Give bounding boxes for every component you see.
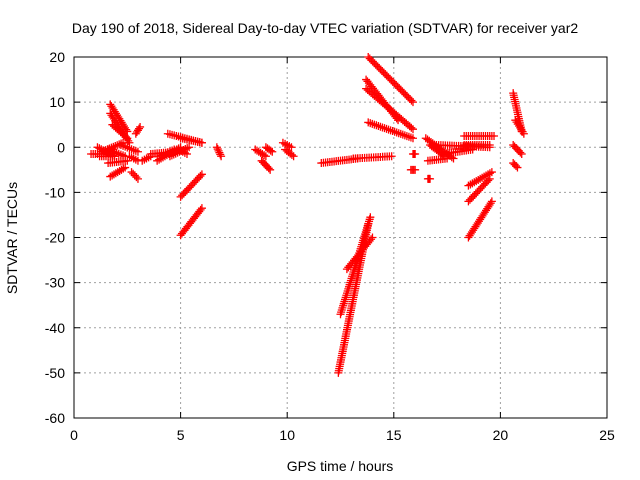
data-point bbox=[133, 147, 142, 156]
data-point bbox=[217, 152, 226, 161]
data-point bbox=[367, 235, 376, 244]
x-tick-label: 20 bbox=[493, 427, 509, 443]
data-point bbox=[123, 134, 132, 143]
data-point bbox=[368, 233, 377, 242]
data-point bbox=[264, 164, 273, 173]
data-point bbox=[261, 152, 270, 161]
y-tick-label: -10 bbox=[45, 184, 65, 200]
data-point bbox=[512, 162, 521, 171]
data-point bbox=[519, 129, 528, 138]
data-point bbox=[268, 147, 277, 156]
data-point bbox=[490, 131, 499, 140]
data-point bbox=[484, 176, 493, 185]
y-tick-label: 10 bbox=[49, 94, 65, 110]
data-point bbox=[197, 138, 206, 147]
data-point bbox=[289, 152, 298, 161]
data-point bbox=[119, 164, 128, 173]
y-tick-label: -30 bbox=[45, 275, 65, 291]
data-point bbox=[287, 150, 296, 159]
data-point bbox=[487, 197, 496, 206]
data-point bbox=[215, 148, 224, 157]
data-point bbox=[216, 150, 225, 159]
x-tick-label: 5 bbox=[177, 427, 185, 443]
y-tick-label: -60 bbox=[45, 410, 65, 426]
data-point bbox=[487, 168, 496, 177]
data-point bbox=[121, 163, 130, 172]
data-point bbox=[133, 174, 142, 183]
data-point bbox=[132, 173, 141, 182]
data-point bbox=[266, 165, 275, 174]
chart-title: Day 190 of 2018, Sidereal Day-to-day VTE… bbox=[72, 20, 578, 36]
data-point bbox=[513, 163, 522, 172]
data-point bbox=[260, 151, 269, 160]
data-point bbox=[213, 145, 222, 154]
data-point bbox=[93, 143, 102, 152]
data-point bbox=[197, 170, 206, 179]
y-tick-label: 0 bbox=[57, 139, 65, 155]
data-point bbox=[185, 143, 194, 152]
data-point bbox=[97, 147, 106, 156]
data-point bbox=[182, 150, 191, 159]
y-tick-label: -50 bbox=[45, 365, 65, 381]
data-point bbox=[485, 140, 494, 149]
data-point bbox=[518, 127, 527, 136]
data-point bbox=[196, 205, 205, 214]
data-point bbox=[197, 204, 206, 213]
data-point bbox=[287, 143, 296, 152]
y-tick-label: -40 bbox=[45, 320, 65, 336]
x-tick-label: 10 bbox=[279, 427, 295, 443]
data-point bbox=[408, 134, 417, 143]
data-point bbox=[196, 171, 205, 180]
data-point bbox=[486, 199, 495, 208]
data-point bbox=[411, 150, 420, 159]
data-point bbox=[165, 152, 174, 161]
data-point bbox=[408, 98, 417, 107]
data-point bbox=[408, 125, 417, 134]
data-point bbox=[517, 150, 526, 159]
y-axis-title: SDTVAR / TECUs bbox=[4, 182, 20, 294]
data-point bbox=[387, 152, 396, 161]
y-tick-labels: -60 -50 -40 -30 -20 -10 0 10 20 bbox=[45, 49, 65, 426]
data-point bbox=[171, 149, 180, 158]
data-point bbox=[121, 132, 130, 141]
y-tick-label: 20 bbox=[49, 49, 65, 65]
data-points bbox=[87, 53, 528, 377]
data-point bbox=[266, 146, 275, 155]
data-point bbox=[426, 174, 435, 183]
x-tick-label: 0 bbox=[70, 427, 78, 443]
data-point bbox=[212, 143, 221, 152]
data-point bbox=[111, 142, 120, 151]
x-tick-label: 25 bbox=[599, 427, 615, 443]
data-point bbox=[407, 96, 416, 105]
x-tick-label: 15 bbox=[386, 427, 402, 443]
data-point bbox=[485, 174, 494, 183]
y-tick-label: -20 bbox=[45, 230, 65, 246]
x-axis-title: GPS time / hours bbox=[287, 458, 394, 474]
data-point bbox=[411, 165, 420, 174]
data-point bbox=[136, 122, 145, 131]
data-point bbox=[135, 124, 144, 133]
data-point bbox=[366, 213, 375, 222]
data-point bbox=[169, 150, 178, 159]
data-point bbox=[167, 151, 176, 160]
data-point bbox=[516, 148, 525, 157]
axis-ticks bbox=[73, 56, 608, 419]
data-point bbox=[123, 156, 132, 165]
data-point bbox=[407, 123, 416, 132]
x-tick-labels: 0 5 10 15 20 25 bbox=[70, 427, 615, 443]
data-point bbox=[214, 146, 223, 155]
